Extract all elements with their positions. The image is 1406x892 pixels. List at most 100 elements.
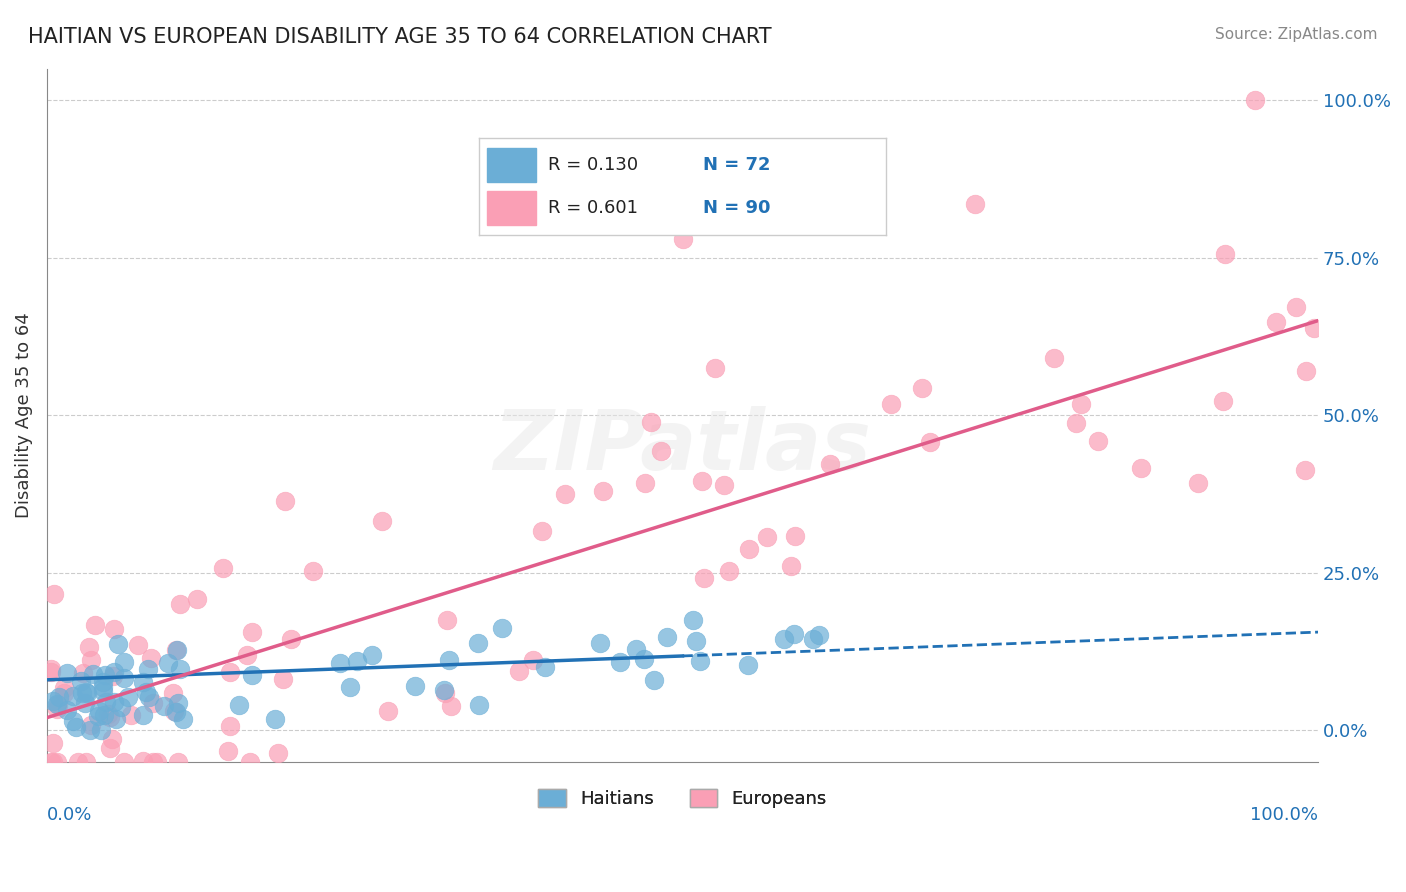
Point [1130, 460, 1153, 475]
Point [671, 232, 693, 246]
Point [633, 652, 655, 666]
Point [80, 653, 103, 667]
Point [65, 720, 87, 734]
Point [84, 617, 107, 632]
Point [274, 494, 297, 508]
Point [820, 457, 842, 471]
Point [87, 704, 110, 718]
Point [93, 668, 115, 682]
Point [508, 664, 530, 678]
Point [165, 642, 187, 657]
Point [103, 622, 125, 636]
Point [302, 564, 325, 578]
Point [682, 613, 704, 627]
Point [346, 654, 368, 668]
Point [737, 658, 759, 673]
Point [138, 690, 160, 704]
Point [329, 657, 352, 671]
Point [634, 475, 657, 490]
Point [127, 639, 149, 653]
Point [756, 530, 779, 544]
Point [142, 755, 165, 769]
Point [103, 669, 125, 683]
Point [783, 529, 806, 543]
Point [169, 662, 191, 676]
Point [737, 541, 759, 556]
Point [136, 662, 159, 676]
Point [62, 689, 84, 703]
Text: Source: ZipAtlas.com: Source: ZipAtlas.com [1215, 27, 1378, 42]
Point [117, 690, 139, 704]
Point [103, 695, 125, 709]
Point [360, 648, 382, 663]
Point [169, 597, 191, 611]
Point [468, 698, 491, 712]
Point [97, 706, 120, 721]
Point [39, 665, 62, 679]
Point [879, 396, 901, 410]
Point [72, 666, 94, 681]
Point [404, 679, 426, 693]
Point [650, 443, 672, 458]
Point [1302, 321, 1324, 335]
Point [162, 686, 184, 700]
Point [717, 564, 740, 578]
Text: HAITIAN VS EUROPEAN DISABILITY AGE 35 TO 64 CORRELATION CHART: HAITIAN VS EUROPEAN DISABILITY AGE 35 TO… [28, 27, 772, 46]
Point [93, 708, 115, 723]
Legend: Haitians, Europeans: Haitians, Europeans [531, 781, 834, 815]
Point [263, 712, 285, 726]
Point [53, 681, 76, 695]
Point [704, 361, 727, 376]
Point [1213, 247, 1236, 261]
Point [534, 660, 557, 674]
Point [783, 627, 806, 641]
Point [1285, 300, 1308, 314]
Point [166, 642, 188, 657]
Point [103, 665, 125, 679]
Point [1064, 416, 1087, 430]
Point [163, 704, 186, 718]
Text: 0.0%: 0.0% [46, 805, 93, 824]
Point [146, 755, 169, 769]
Point [93, 675, 115, 690]
Point [1187, 476, 1209, 491]
Point [112, 755, 135, 769]
Point [685, 634, 707, 648]
Point [75, 755, 97, 769]
Point [105, 712, 128, 726]
Point [371, 514, 394, 528]
Point [807, 628, 830, 642]
Point [142, 696, 165, 710]
Point [240, 624, 263, 639]
Point [157, 656, 180, 670]
Point [377, 705, 399, 719]
Point [186, 591, 208, 606]
Point [167, 755, 190, 769]
Point [112, 655, 135, 669]
Point [212, 560, 235, 574]
Text: 100.0%: 100.0% [1250, 805, 1319, 824]
Point [439, 699, 461, 714]
Point [689, 654, 711, 668]
Point [94, 695, 117, 709]
Point [592, 484, 614, 499]
Point [90, 723, 112, 737]
Point [112, 671, 135, 685]
Point [46, 755, 69, 769]
Point [217, 743, 239, 757]
Point [1069, 397, 1091, 411]
Point [45, 698, 67, 712]
Point [42, 693, 65, 707]
Point [1243, 93, 1265, 107]
Point [42, 736, 65, 750]
Text: ZIPatlas: ZIPatlas [494, 406, 872, 487]
Point [920, 435, 942, 450]
Point [53, 686, 76, 700]
Point [801, 632, 824, 647]
Point [107, 637, 129, 651]
Point [588, 636, 610, 650]
Point [110, 700, 132, 714]
Point [624, 641, 647, 656]
Point [101, 732, 124, 747]
Point [70, 673, 93, 688]
